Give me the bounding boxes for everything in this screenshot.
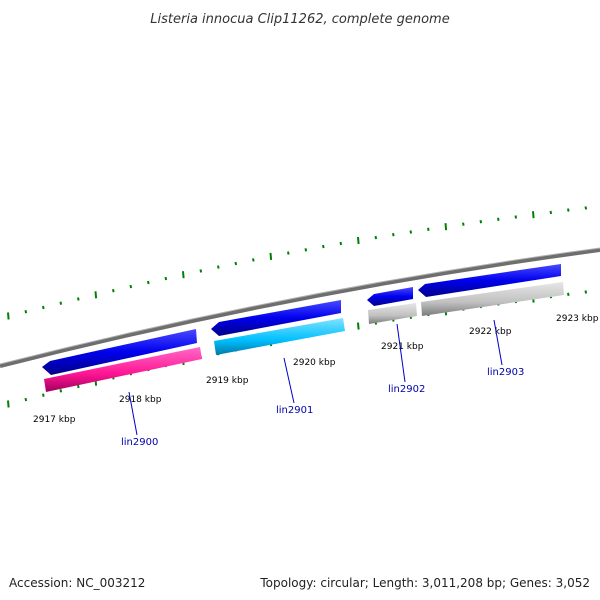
tick-mark — [252, 258, 255, 262]
tick-mark — [77, 297, 80, 301]
tick-mark — [129, 284, 133, 289]
cds-bar-lin2903[interactable] — [421, 282, 564, 316]
tick-label: 2921 kbp — [381, 342, 424, 352]
cds-bar-lin2901[interactable] — [214, 318, 345, 355]
gene-label-lin2902[interactable]: lin2902 — [388, 384, 425, 395]
tick-mark — [217, 265, 220, 269]
map-title: Listeria innocua Clip11262, complete gen… — [150, 12, 449, 27]
tick-mark — [409, 230, 413, 234]
tick-mark — [199, 269, 203, 273]
gene-arrow-lin2900[interactable] — [42, 329, 197, 375]
outer-tick-ring — [7, 206, 588, 320]
tick-mark — [532, 211, 535, 219]
inner-tick-ring — [7, 290, 588, 408]
tick-mark — [462, 222, 465, 226]
tick-mark — [304, 248, 308, 252]
tick-mark — [42, 393, 45, 397]
tick-mark — [374, 235, 378, 240]
tick-mark — [567, 208, 570, 212]
kbp-scale: 2917 kbp 2918 kbp 2919 kbp 2920 kbp 2921… — [33, 314, 599, 425]
gene-label-lin2900[interactable]: lin2900 — [121, 437, 158, 448]
tick-mark — [339, 241, 343, 246]
accession-text: Accession: NC_003212 — [9, 576, 146, 590]
tick-mark — [497, 217, 500, 221]
cds-track — [44, 282, 564, 392]
tick-label: 2919 kbp — [206, 376, 249, 386]
tick-mark — [94, 291, 98, 299]
tick-mark — [182, 271, 185, 279]
tick-label: 2920 kbp — [293, 358, 336, 368]
tick-label: 2922 kbp — [469, 327, 512, 337]
genome-backbone — [0, 248, 600, 368]
tick-mark — [42, 305, 45, 310]
tick-mark — [322, 244, 325, 249]
tick-mark — [444, 223, 448, 231]
tick-mark — [59, 389, 63, 393]
gene-label-lin2901[interactable]: lin2901 — [276, 405, 313, 416]
tick-mark — [479, 220, 483, 224]
tick-label: 2918 kbp — [119, 395, 162, 405]
tick-mark — [549, 210, 553, 215]
gene-callouts — [128, 319, 503, 436]
gene-label-lin2903[interactable]: lin2903 — [487, 367, 524, 378]
tick-mark — [147, 280, 150, 285]
topology-text: Topology: circular; Length: 3,011,208 bp… — [260, 576, 590, 590]
gene-labels: lin2900 lin2901 lin2902 lin2903 — [121, 367, 524, 448]
tick-mark — [24, 397, 28, 402]
gene-track — [42, 264, 561, 375]
cds-bar-lin2902[interactable] — [368, 303, 417, 324]
tick-mark — [357, 322, 360, 330]
tick-mark — [392, 233, 395, 237]
tick-mark — [112, 289, 115, 293]
tick-mark — [427, 227, 430, 231]
tick-mark — [24, 310, 28, 314]
tick-mark — [287, 251, 290, 255]
tick-mark — [357, 236, 360, 245]
tick-mark — [234, 261, 238, 266]
tick-mark — [164, 276, 168, 281]
tick-mark — [59, 301, 63, 305]
tick-label: 2917 kbp — [33, 415, 76, 425]
tick-mark — [584, 206, 588, 210]
gene-arrow-lin2902[interactable] — [367, 287, 413, 306]
gene-arrow-lin2901[interactable] — [211, 300, 341, 336]
tick-label: 2923 kbp — [556, 314, 599, 324]
gene-arrow-lin2903[interactable] — [418, 264, 561, 297]
cds-bar-lin2900[interactable] — [44, 347, 202, 392]
tick-mark — [7, 400, 10, 408]
tick-mark — [567, 292, 570, 296]
tick-mark — [7, 312, 10, 320]
tick-mark — [77, 384, 80, 389]
tick-mark — [269, 252, 273, 260]
tick-mark — [514, 215, 518, 219]
tick-mark — [584, 290, 588, 294]
